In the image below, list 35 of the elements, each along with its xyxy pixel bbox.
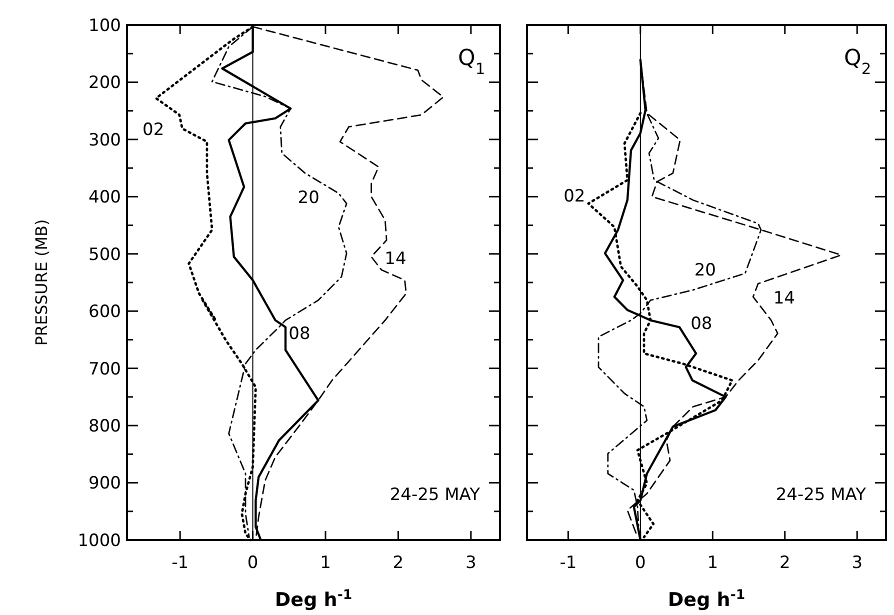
y-tick-label: 300 — [88, 130, 121, 150]
text: Q$_{1}$ — [458, 46, 486, 78]
y-tick-label: 200 — [88, 73, 121, 94]
series-label: 20 — [298, 188, 320, 208]
y-axis-title: PRESSURE (MB) — [32, 219, 51, 346]
text: Q$_{2}$ — [844, 46, 872, 78]
series-label: 20 — [694, 260, 716, 280]
x-tick-label: 3 — [466, 553, 476, 573]
x-tick-label: 1 — [707, 553, 718, 573]
x-tick-label: 3 — [852, 553, 863, 573]
x-tick-label: 1 — [320, 553, 331, 573]
series-label: 14 — [773, 288, 795, 309]
series-label: 14 — [384, 248, 406, 269]
y-tick-label: 400 — [88, 188, 121, 208]
y-tick-label: 900 — [88, 474, 121, 494]
y-tick-label: 500 — [88, 244, 121, 265]
x-tick-label: 0 — [247, 553, 258, 573]
y-tick-label: 1000 — [78, 530, 121, 551]
x-tick-label: -1 — [172, 553, 189, 573]
series-label: 02 — [142, 120, 164, 140]
y-tick-label: 100 — [88, 16, 121, 36]
y-tick-label: 600 — [88, 302, 121, 322]
x-axis-title: Deg h$^{-1}$ — [274, 588, 352, 611]
annotation: 24-25 MAY — [390, 485, 481, 505]
series-label: 08 — [690, 314, 712, 334]
x-tick-label: 2 — [779, 553, 790, 573]
series-label: 02 — [564, 186, 586, 206]
x-tick-label: 0 — [634, 553, 646, 573]
x-axis-title: Deg h$^{-1}$ — [668, 588, 746, 611]
series-label: 08 — [288, 324, 310, 344]
x-tick-label: 2 — [392, 553, 404, 573]
annotation: 24-25 MAY — [776, 485, 867, 505]
x-tick-label: -1 — [560, 553, 577, 573]
y-tick-label: 700 — [88, 359, 121, 380]
y-tick-label: 800 — [88, 416, 121, 437]
